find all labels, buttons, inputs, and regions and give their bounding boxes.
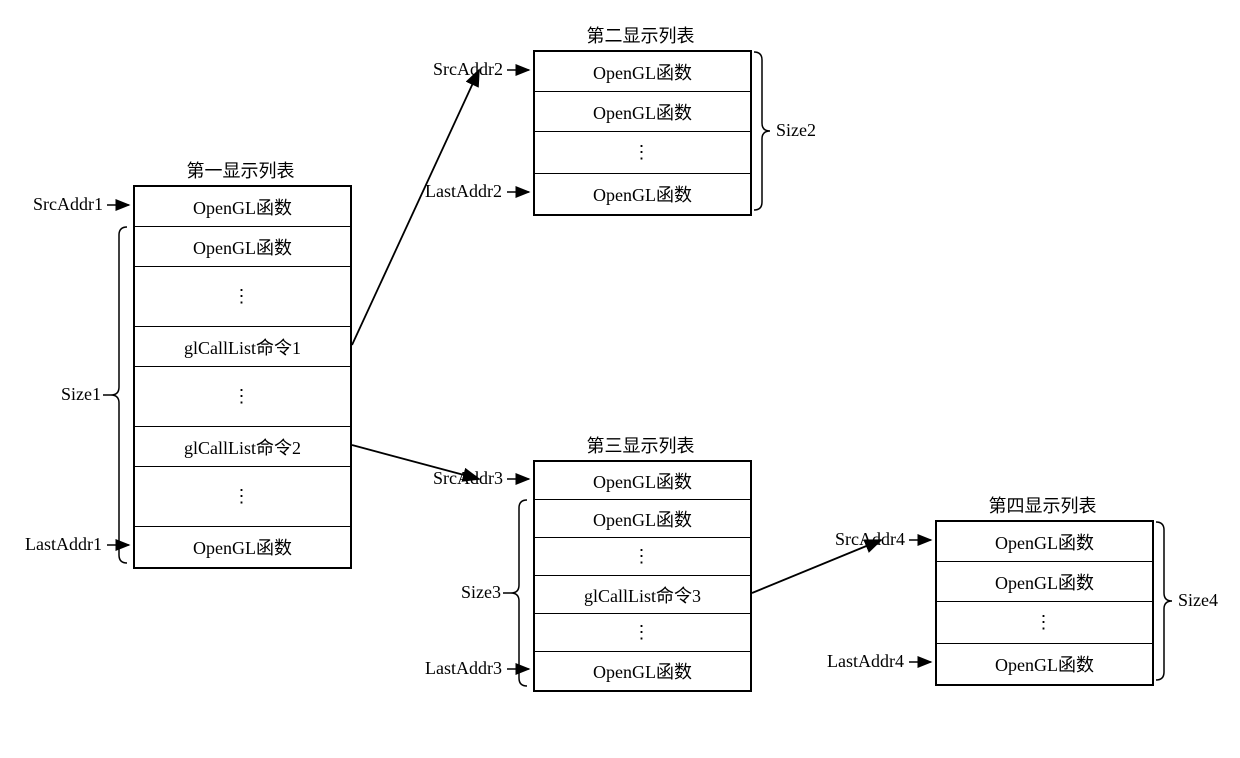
list1-cell-7: OpenGL函数 — [135, 527, 350, 567]
list4-last-label: LastAddr4 — [827, 651, 904, 672]
list4-title: 第四显示列表 — [989, 492, 1097, 518]
list3-cell-4: ⋮ — [535, 614, 750, 652]
list1-last-label: LastAddr1 — [25, 534, 102, 555]
list1-cell-5: glCallList命令2 — [135, 427, 350, 467]
list2-box: OpenGL函数OpenGL函数⋮OpenGL函数 — [533, 50, 752, 216]
list1-cell-4: ⋮ — [135, 367, 350, 427]
list2-cell-1: OpenGL函数 — [535, 92, 750, 132]
list3-cell-3: glCallList命令3 — [535, 576, 750, 614]
list3-cell-2: ⋮ — [535, 538, 750, 576]
list2-cell-2: ⋮ — [535, 132, 750, 174]
list3-src-label: SrcAddr3 — [433, 468, 503, 489]
list4-box: OpenGL函数OpenGL函数⋮OpenGL函数 — [935, 520, 1154, 686]
list3-cell-1: OpenGL函数 — [535, 500, 750, 538]
list4-cell-0: OpenGL函数 — [937, 522, 1152, 562]
list3-last-label: LastAddr3 — [425, 658, 502, 679]
list2-src-label: SrcAddr2 — [433, 59, 503, 80]
list1-box: OpenGL函数OpenGL函数⋮glCallList命令1⋮glCallLis… — [133, 185, 352, 569]
list3-cell-5: OpenGL函数 — [535, 652, 750, 690]
list1-cell-0: OpenGL函数 — [135, 187, 350, 227]
list4-cell-3: OpenGL函数 — [937, 644, 1152, 684]
list2-cell-3: OpenGL函数 — [535, 174, 750, 214]
list4-cell-1: OpenGL函数 — [937, 562, 1152, 602]
list1-size-label: Size1 — [61, 384, 101, 405]
diagram-canvas: 第一显示列表OpenGL函数OpenGL函数⋮glCallList命令1⋮glC… — [0, 0, 1240, 758]
list1-cell-2: ⋮ — [135, 267, 350, 327]
list1-src-label: SrcAddr1 — [33, 194, 103, 215]
list3-cell-0: OpenGL函数 — [535, 462, 750, 500]
list3-title: 第三显示列表 — [587, 432, 695, 458]
list2-last-label: LastAddr2 — [425, 181, 502, 202]
list2-cell-0: OpenGL函数 — [535, 52, 750, 92]
list1-cell-6: ⋮ — [135, 467, 350, 527]
list3-size-label: Size3 — [461, 582, 501, 603]
list1-title: 第一显示列表 — [187, 157, 295, 183]
list2-size-label: Size2 — [776, 120, 816, 141]
list4-size-label: Size4 — [1178, 590, 1218, 611]
list4-src-label: SrcAddr4 — [835, 529, 905, 550]
list1-cell-3: glCallList命令1 — [135, 327, 350, 367]
list1-cell-1: OpenGL函数 — [135, 227, 350, 267]
list4-cell-2: ⋮ — [937, 602, 1152, 644]
list2-title: 第二显示列表 — [587, 22, 695, 48]
list3-box: OpenGL函数OpenGL函数⋮glCallList命令3⋮OpenGL函数 — [533, 460, 752, 692]
